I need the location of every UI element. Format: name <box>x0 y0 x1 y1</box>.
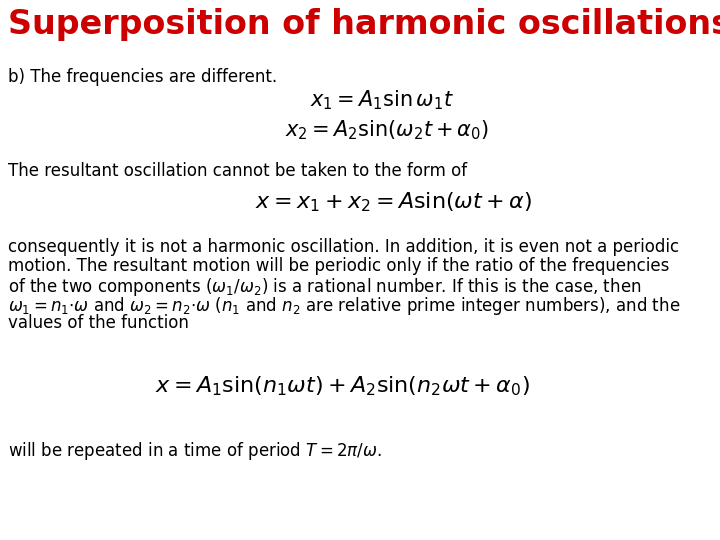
Text: $x_1 = A_1 \sin \omega_1 t$: $x_1 = A_1 \sin \omega_1 t$ <box>310 88 454 112</box>
Text: $x = A_1 \sin(n_1 \omega t) + A_2 \sin(n_2 \omega t + \alpha_0)$: $x = A_1 \sin(n_1 \omega t) + A_2 \sin(n… <box>155 374 530 397</box>
Text: of the two components ($\omega_1/\omega_2$) is a rational number. If this is the: of the two components ($\omega_1/\omega_… <box>8 276 642 298</box>
Text: motion. The resultant motion will be periodic only if the ratio of the frequenci: motion. The resultant motion will be per… <box>8 257 670 275</box>
Text: $x = x_1 + x_2 = A\sin(\omega t + \alpha)$: $x = x_1 + x_2 = A\sin(\omega t + \alpha… <box>255 190 532 214</box>
Text: $x_2 = A_2 \sin(\omega_2 t + \alpha_0)$: $x_2 = A_2 \sin(\omega_2 t + \alpha_0)$ <box>285 118 489 141</box>
Text: The resultant oscillation cannot be taken to the form of: The resultant oscillation cannot be take… <box>8 162 467 180</box>
Text: $\omega_1 = n_1{\cdot}\omega$ and $\omega_2 = n_2{\cdot}\omega$ ($n_1$ and $n_2$: $\omega_1 = n_1{\cdot}\omega$ and $\omeg… <box>8 295 680 317</box>
Text: will be repeated in a time of period $T = 2\pi/\omega$.: will be repeated in a time of period $T … <box>8 440 382 462</box>
Text: b) The frequencies are different.: b) The frequencies are different. <box>8 68 277 86</box>
Text: consequently it is not a harmonic oscillation. In addition, it is even not a per: consequently it is not a harmonic oscill… <box>8 238 679 256</box>
Text: Superposition of harmonic oscillations.: Superposition of harmonic oscillations. <box>8 8 720 41</box>
Text: values of the function: values of the function <box>8 314 189 332</box>
